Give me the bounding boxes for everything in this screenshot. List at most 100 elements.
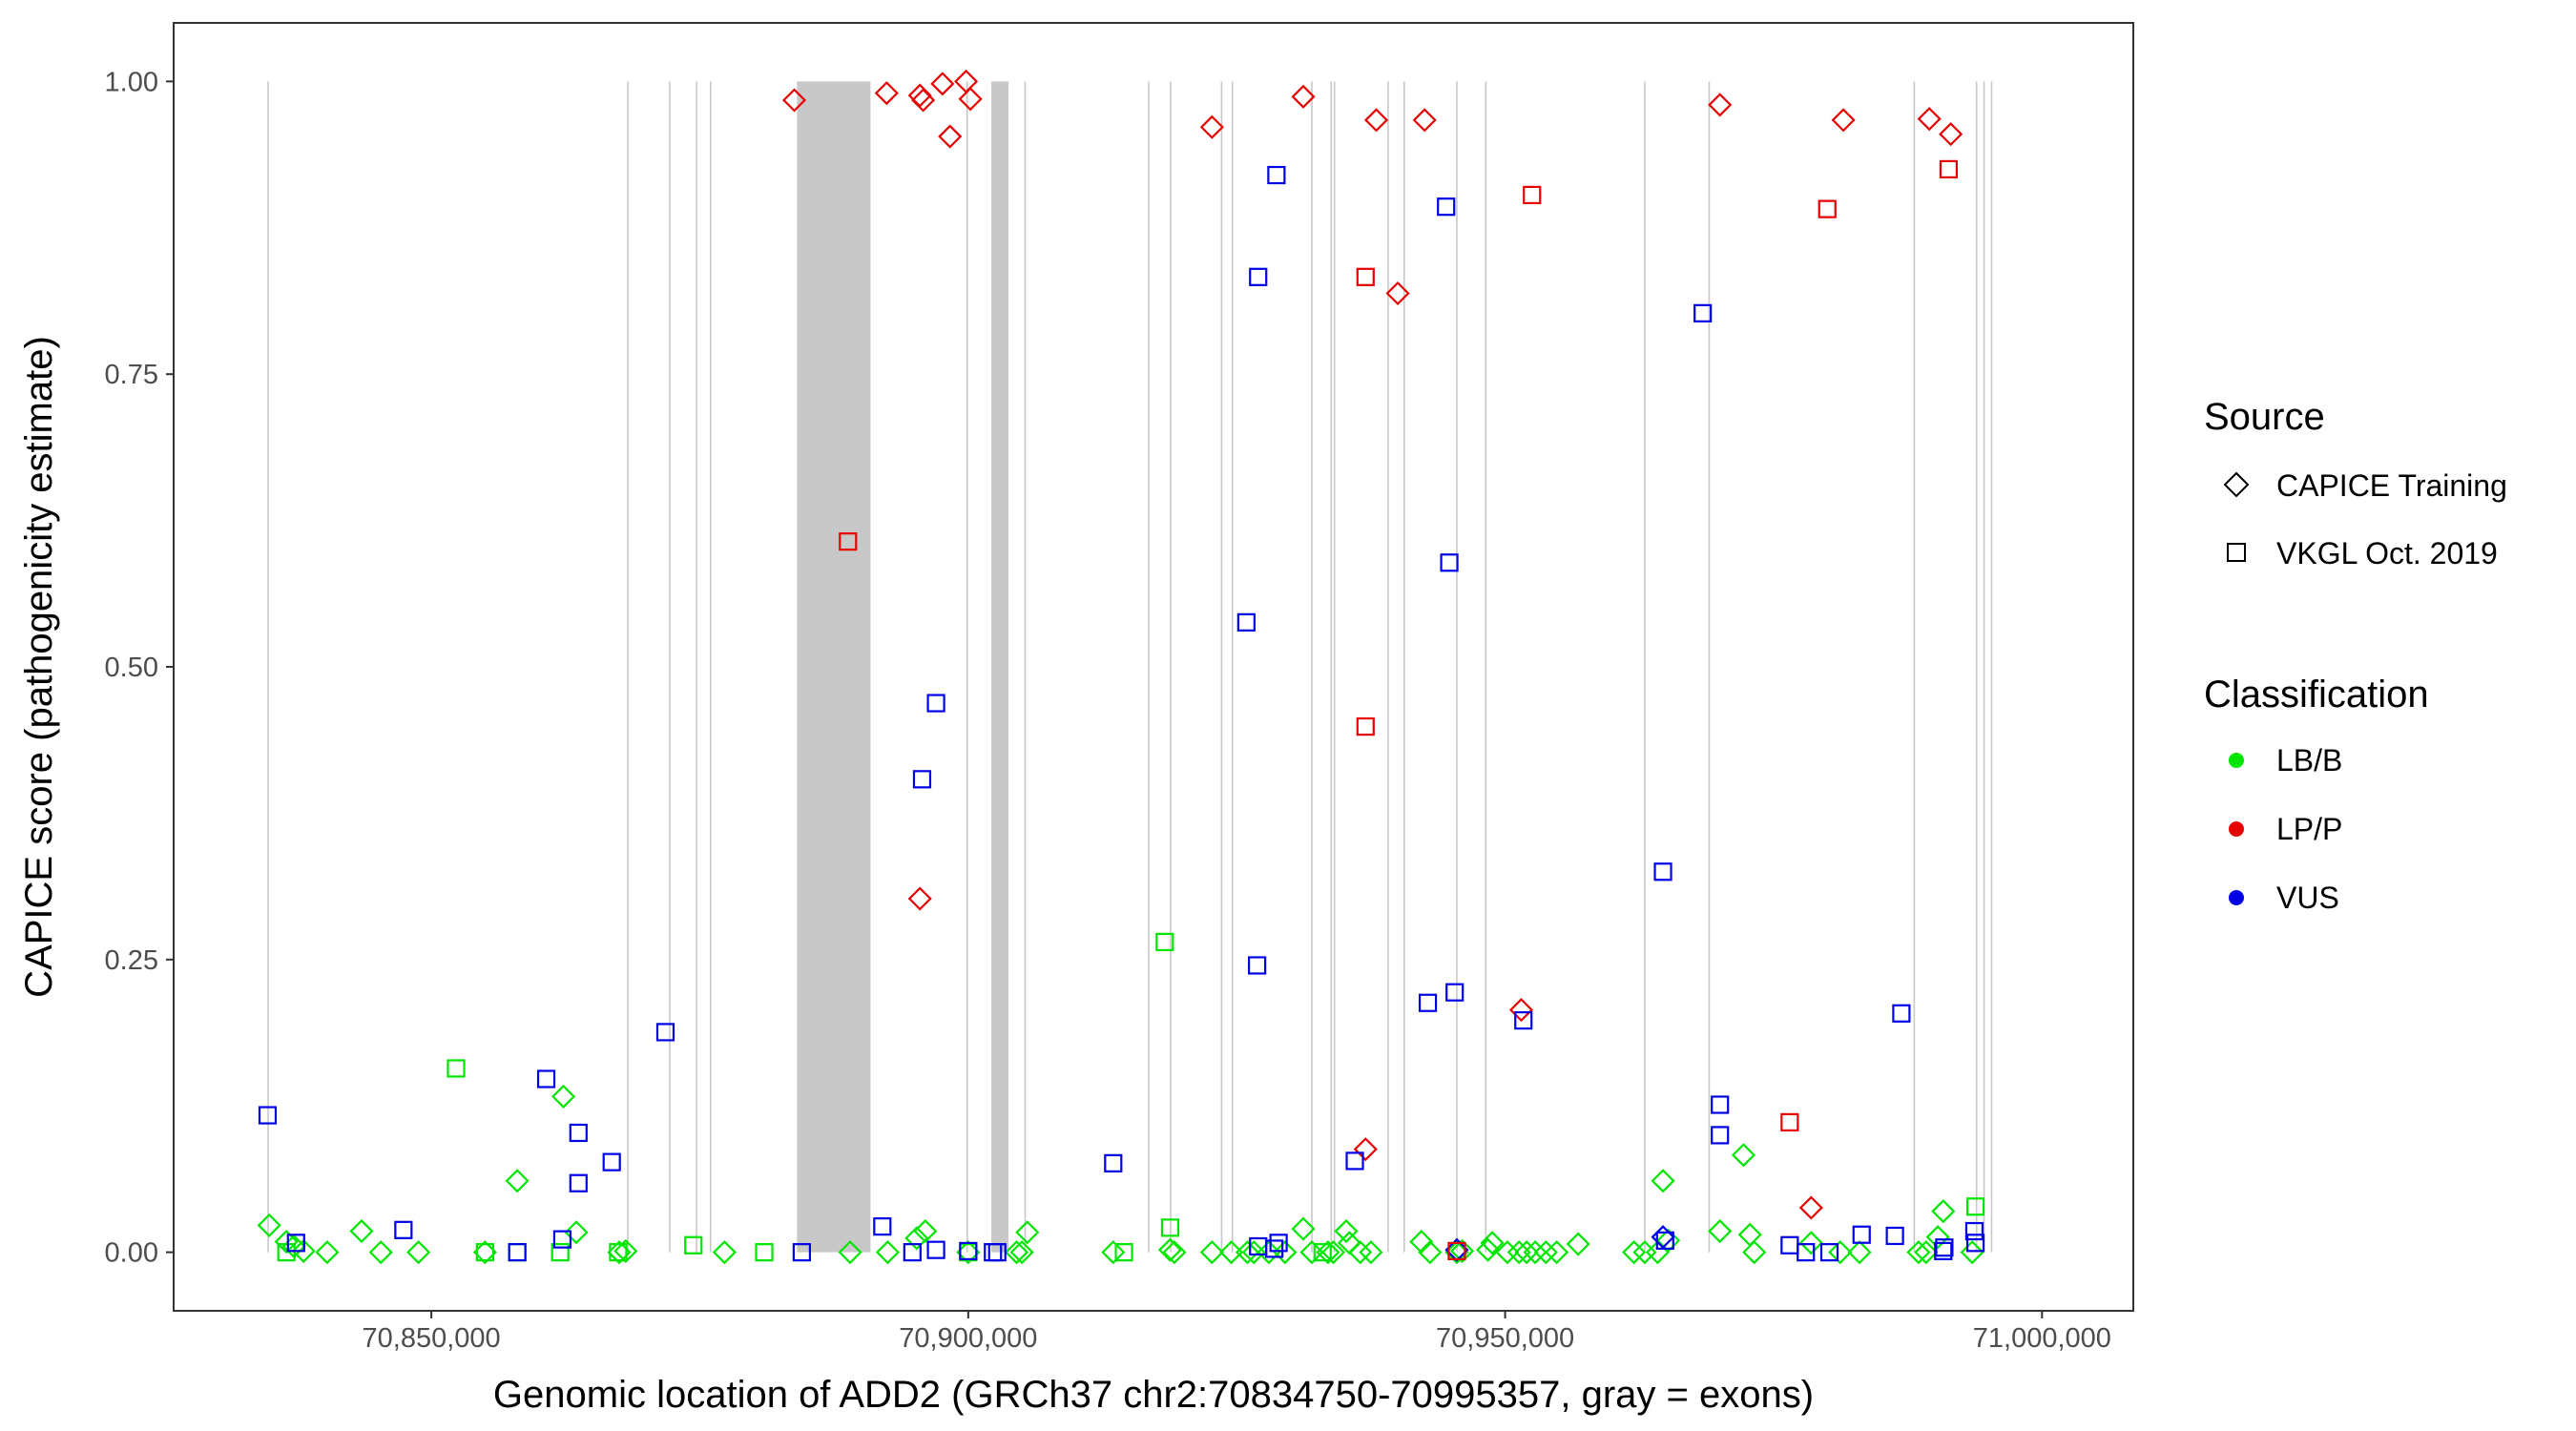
point-square [258, 1106, 278, 1125]
point-diamond [712, 1240, 737, 1265]
point-diamond [904, 1226, 929, 1251]
point-diamond [1334, 1218, 1359, 1244]
point-square [1939, 159, 1959, 179]
point-diamond [1831, 108, 1856, 133]
point-diamond [1359, 1240, 1383, 1265]
point-square [1892, 1004, 1911, 1023]
point-diamond [913, 1218, 938, 1244]
point-diamond [1015, 1220, 1040, 1245]
point-square [1356, 267, 1375, 286]
point-diamond [1708, 1218, 1733, 1244]
point-square [1818, 199, 1837, 218]
point-square [551, 1243, 570, 1262]
point-diamond [1931, 1199, 1956, 1224]
point-square [1523, 185, 1542, 205]
point-diamond [1508, 998, 1534, 1023]
point-square [903, 1243, 922, 1262]
point-diamond [1320, 1240, 1346, 1265]
point-square [1964, 1221, 1984, 1241]
point-square [1655, 1231, 1674, 1250]
point-diamond [1219, 1240, 1244, 1265]
point-square [926, 1240, 945, 1259]
point-diamond [315, 1240, 340, 1265]
point-square [1711, 1126, 1730, 1145]
point-diamond [257, 1213, 281, 1237]
point-diamond [1101, 1240, 1126, 1265]
point-diamond [1798, 1195, 1823, 1220]
point-diamond [1906, 1240, 1931, 1265]
point-diamond [938, 124, 963, 149]
point-diamond [1742, 1240, 1767, 1265]
point-square [987, 1243, 1007, 1262]
point-square [1447, 1241, 1466, 1261]
legend-source-label: VKGL Oct. 2019 [2276, 536, 2498, 570]
point-diamond [1199, 114, 1224, 139]
point-diamond [349, 1218, 374, 1244]
point-diamond [274, 1230, 299, 1255]
point-diamond [1476, 1237, 1501, 1262]
point-diamond [1960, 1240, 1984, 1265]
x-axis: 70,850,000 70,900,000 70,950,000 71,000,000 [363, 1311, 2111, 1354]
point-diamond [613, 1238, 638, 1263]
point-diamond [1291, 1216, 1316, 1241]
legend-class-label: VUS [2276, 881, 2339, 915]
point-diamond [1353, 1137, 1378, 1162]
point-diamond [930, 72, 955, 96]
plot-panel-border [173, 22, 2134, 1312]
point-square [873, 1217, 892, 1236]
point-square [1313, 1243, 1332, 1262]
point-square [602, 1152, 621, 1172]
point-square [1780, 1112, 1799, 1132]
point-square [839, 532, 858, 551]
point-diamond [1363, 108, 1389, 133]
point-diamond [1566, 1232, 1590, 1256]
point-diamond [1162, 1240, 1187, 1265]
y-tick-label: 1.00 [105, 67, 158, 97]
point-square [1965, 1197, 1985, 1216]
point-diamond [1828, 1240, 1853, 1265]
exon-region [991, 81, 1009, 1253]
point-diamond [1847, 1240, 1872, 1265]
point-diamond [1731, 1143, 1756, 1168]
point-diamond [291, 1238, 316, 1263]
point-square [1437, 197, 1456, 217]
exon-region [797, 81, 871, 1253]
point-square [1345, 1151, 1364, 1171]
point-square [1114, 1243, 1133, 1262]
point-square [792, 1243, 812, 1262]
x-tick-label: 70,850,000 [363, 1323, 501, 1354]
point-diamond [958, 87, 983, 112]
legend-lpp-dot-icon [2229, 821, 2244, 837]
point-square [1356, 716, 1375, 736]
point-square [536, 1069, 556, 1089]
point-diamond [907, 83, 932, 108]
point-square [959, 1241, 978, 1261]
point-diamond [1241, 1240, 1266, 1265]
x-tick-label: 71,000,000 [1973, 1323, 2111, 1354]
point-square [1445, 983, 1465, 1002]
point-diamond [875, 1240, 900, 1265]
x-tick-label: 70,900,000 [899, 1323, 1037, 1354]
point-diamond [1257, 1240, 1281, 1265]
point-square [277, 1243, 296, 1262]
y-tick-label: 0.50 [105, 653, 158, 683]
point-square [1160, 1218, 1180, 1237]
point-square [1249, 267, 1268, 286]
point-square [286, 1234, 305, 1253]
point-diamond [564, 1220, 589, 1245]
point-square [508, 1243, 527, 1262]
point-diamond [1480, 1231, 1505, 1255]
point-square [569, 1173, 588, 1192]
point-diamond [1523, 1240, 1548, 1265]
point-square [655, 1023, 675, 1042]
point-diamond [505, 1169, 530, 1193]
legend: Source CAPICE Training VKGL Oct. 2019 Cl… [2204, 396, 2507, 915]
point-square [1653, 862, 1672, 881]
y-tick-label: 0.75 [105, 360, 158, 390]
point-diamond [1925, 1225, 1950, 1250]
point-square [1440, 553, 1459, 572]
point-square [684, 1235, 703, 1255]
point-diamond [1004, 1240, 1029, 1265]
point-square [755, 1243, 774, 1262]
point-diamond [838, 1240, 862, 1265]
